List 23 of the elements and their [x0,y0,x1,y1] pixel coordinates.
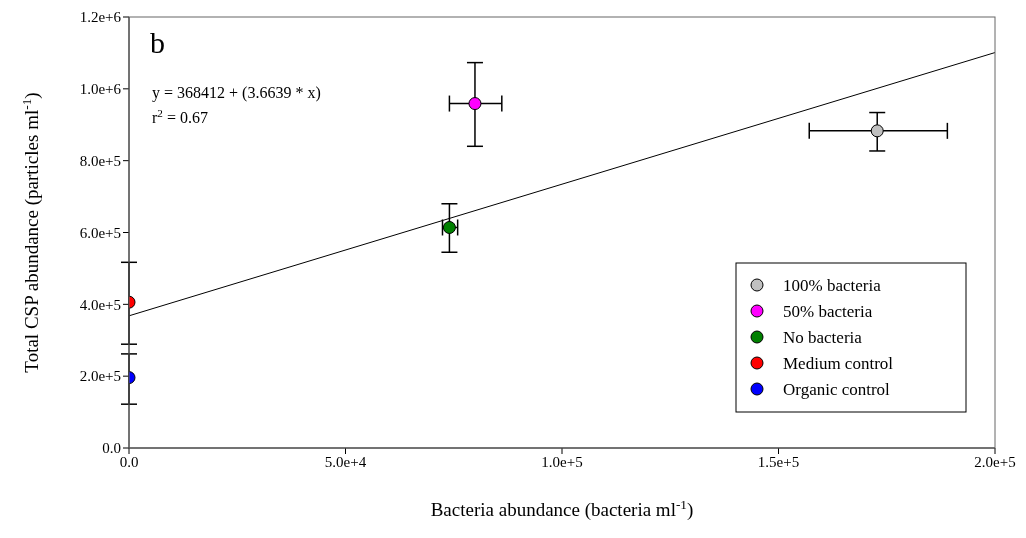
y-tick-label: 0.0 [102,440,121,457]
x-tick-label: 2.0e+5 [974,453,1016,470]
legend-label: 100% bacteria [783,276,882,295]
x-tick-label: 5.0e+4 [324,453,367,470]
y-tick-label: 1.2e+6 [79,9,122,26]
annotation: b [150,26,165,59]
y-tick-label: 2.0e+5 [79,368,121,385]
y-tick-label: 1.0e+6 [79,81,122,98]
legend-label: No bacteria [783,328,863,347]
legend-label: 50% bacteria [783,302,873,321]
x-tick-label: 1.5e+5 [757,453,800,470]
x-tick-label: 0.0 [119,453,139,470]
y-tick-label: 8.0e+5 [79,152,121,169]
legend-label: Medium control [783,354,894,373]
legend-label: Organic control [783,380,891,399]
point [468,97,482,111]
x-tick-label: 1.0e+5 [541,453,583,470]
annotation: y = 368412 + (3.6639 * x) [152,84,321,102]
y-tick-label: 6.0e+5 [79,224,121,241]
point [870,124,884,138]
x-axis-title: Bacteria abundance (bacteria ml$^{-1}$) [430,496,694,521]
y-tick-label: 4.0e+5 [79,296,121,313]
annotation: r$^{2}$ = 0.67 [152,107,208,126]
